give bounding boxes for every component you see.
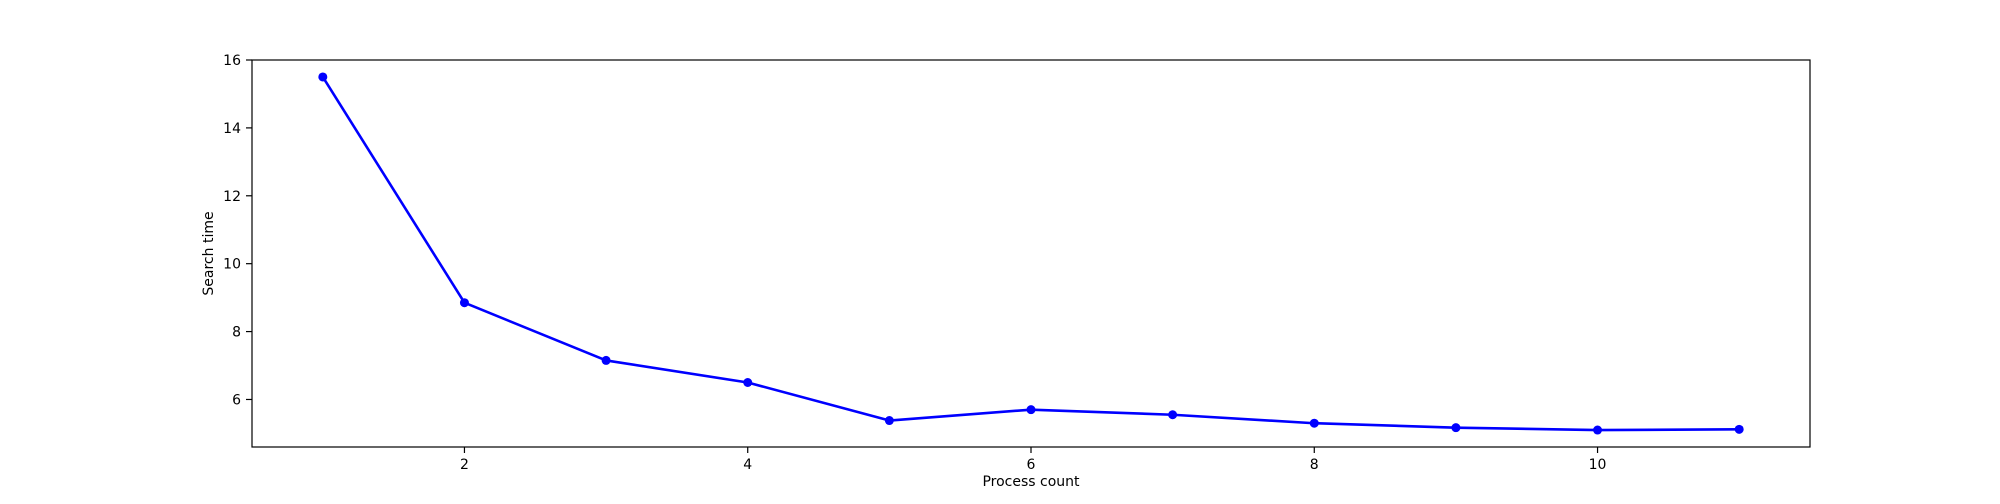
plot-frame [251, 59, 1811, 448]
data-point [743, 378, 753, 387]
x-tick-label: 10 [1589, 457, 1607, 473]
data-point [601, 355, 611, 365]
x-axis-label: Process count [982, 474, 1080, 490]
y-tick-label: 8 [232, 325, 241, 341]
y-tick-label: 14 [223, 121, 241, 137]
y-tick-label: 10 [223, 257, 241, 273]
data-point [459, 298, 469, 308]
data-point [1593, 425, 1603, 435]
series-layer [318, 72, 1744, 435]
series-line [321, 76, 1740, 432]
y-tick-label: 16 [223, 53, 241, 69]
data-point [1309, 418, 1319, 428]
data-point [1168, 410, 1178, 420]
y-tick-label: 12 [223, 189, 241, 205]
x-tick-label: 6 [1027, 457, 1036, 473]
y-axis-ticks: 6 8 10 12 14 16 [223, 53, 252, 408]
plot-area [251, 59, 1811, 448]
y-tick-label: 6 [232, 392, 241, 408]
data-point [1026, 405, 1036, 415]
data-point [318, 72, 328, 82]
y-axis-label: Search time [201, 211, 217, 295]
data-point [1734, 424, 1744, 434]
x-tick-label: 8 [1310, 457, 1319, 473]
data-point [1451, 423, 1461, 433]
data-point [884, 416, 894, 426]
x-tick-label: 4 [743, 457, 752, 473]
x-axis-ticks: 2 4 6 8 10 [460, 447, 1606, 473]
x-tick-label: 2 [460, 457, 469, 473]
